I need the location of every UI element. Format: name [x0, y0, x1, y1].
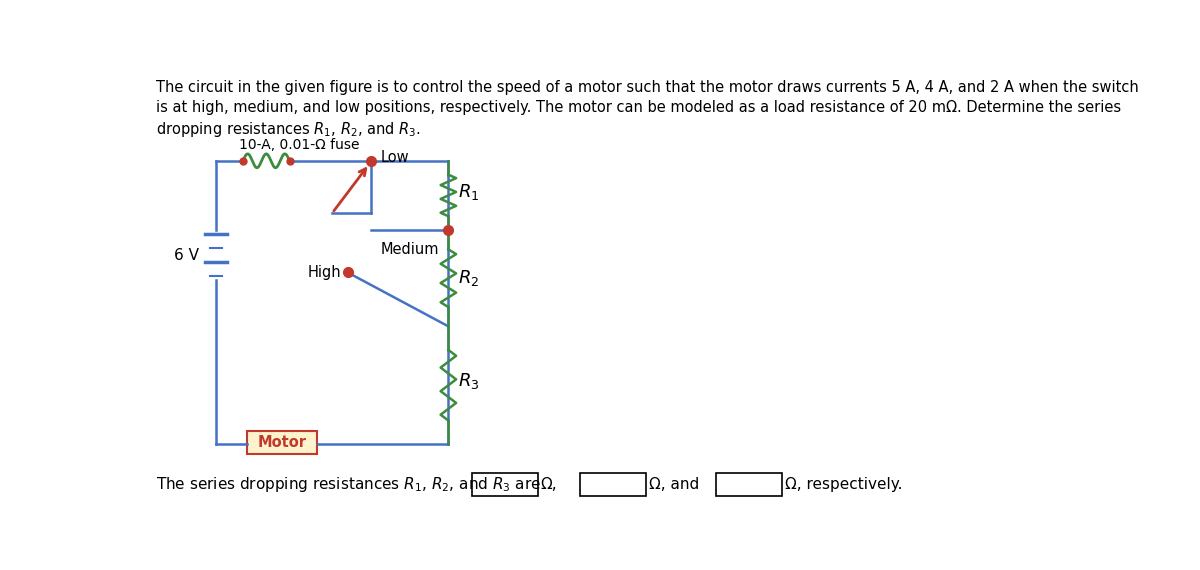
Bar	[472, 473, 538, 496]
Text: Low: Low	[380, 150, 409, 165]
Text: Ω, respectively.: Ω, respectively.	[785, 477, 902, 492]
Text: Ω,: Ω,	[541, 477, 557, 492]
Text: 10-A, 0.01-Ω fuse: 10-A, 0.01-Ω fuse	[239, 137, 360, 152]
Text: Ω, and: Ω, and	[649, 477, 700, 492]
Bar	[580, 473, 646, 496]
Text: The circuit in the given figure is to control the speed of a motor such that the: The circuit in the given figure is to co…	[156, 80, 1139, 139]
Text: Medium: Medium	[380, 242, 439, 256]
Text: $R_2$: $R_2$	[458, 268, 480, 288]
Text: $R_1$: $R_1$	[458, 182, 480, 202]
Text: High: High	[307, 265, 342, 280]
Text: 6 V: 6 V	[174, 247, 199, 263]
Bar	[715, 473, 781, 496]
Text: $R_3$: $R_3$	[458, 372, 480, 392]
Text: The series dropping resistances $R_1$, $R_2$, and $R_3$ are: The series dropping resistances $R_1$, $…	[156, 475, 542, 494]
Text: Motor: Motor	[257, 435, 306, 450]
Bar	[247, 431, 317, 454]
